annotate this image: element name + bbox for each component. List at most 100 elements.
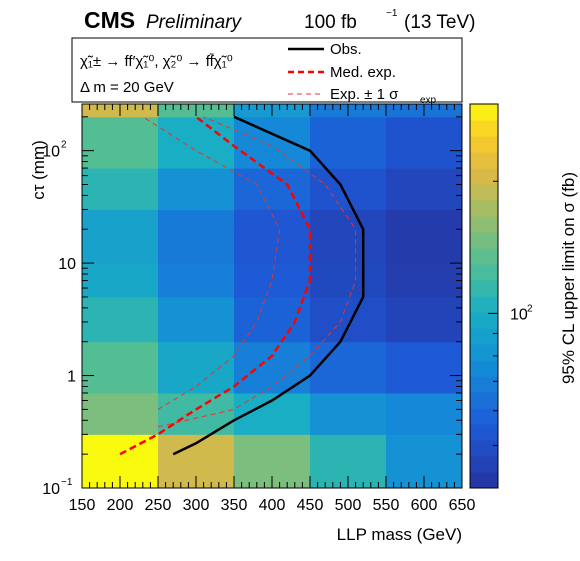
legend-band-subscript: exp <box>420 95 437 106</box>
experiment-label: CMS <box>84 7 135 33</box>
palette-step <box>470 200 498 217</box>
series-line <box>142 116 281 410</box>
heatmap-cell <box>158 209 235 230</box>
heatmap-cell <box>310 341 387 377</box>
heatmap-cell <box>82 263 159 282</box>
heatmap-cell <box>234 229 311 264</box>
palette-step <box>470 328 498 345</box>
heatmap-cell <box>234 263 311 282</box>
heatmap-cell <box>386 392 463 410</box>
y-tick-label: 10 <box>42 144 60 161</box>
series-line <box>119 115 312 456</box>
series-line <box>157 116 357 428</box>
y-tick-label: 10 <box>42 481 60 498</box>
heatmap-cell <box>158 150 235 169</box>
heatmap-cell <box>310 392 387 410</box>
heatmap-cell <box>386 168 463 186</box>
heatmap-cell <box>158 375 235 394</box>
heatmap-cell <box>158 263 235 282</box>
heatmap-cell <box>158 341 235 377</box>
heatmap-cell <box>82 280 159 298</box>
heatmap-cell <box>158 409 235 435</box>
heatmap-cell <box>310 209 387 230</box>
y-tick-label: 10 <box>58 256 76 273</box>
palette-step <box>470 280 498 297</box>
palette-tick-label: 10 <box>510 306 528 323</box>
palette-step <box>470 136 498 153</box>
heatmap-cell <box>82 321 159 343</box>
heatmap-cell <box>310 116 387 152</box>
palette-step <box>470 344 498 361</box>
heatmap-cell <box>158 321 235 343</box>
heatmap-cell <box>386 209 463 230</box>
palette-step <box>470 472 498 489</box>
heatmap-cell <box>82 296 159 323</box>
legend-process: χ̃₁± → ff′χ̃₁⁰, χ̃₂⁰ → ff̄χ̃₁⁰ <box>80 53 233 70</box>
heatmap-cell <box>82 229 159 264</box>
lumi-label: 100 fb <box>304 12 357 33</box>
heatmap-cell <box>158 184 235 210</box>
heatmap-cell <box>158 296 235 323</box>
y-axis-title: cτ (mm) <box>29 140 48 200</box>
lumi-exponent: −1 <box>386 8 398 19</box>
x-tick-label: 550 <box>373 497 400 514</box>
palette-step <box>470 440 498 457</box>
palette-step <box>470 376 498 393</box>
heatmap-cell <box>310 434 387 455</box>
heatmap-cell <box>310 409 387 435</box>
heatmap-cell <box>158 280 235 298</box>
heatmap-cell <box>234 434 311 455</box>
palette-step <box>470 216 498 233</box>
x-tick-label: 400 <box>259 497 286 514</box>
heatmap-cell <box>310 280 387 298</box>
legend-obs-label: Obs. <box>330 41 362 58</box>
x-tick-label: 450 <box>297 497 324 514</box>
palette-step <box>470 168 498 185</box>
heatmap-cell <box>386 409 463 435</box>
heatmap-cell <box>82 341 159 377</box>
heatmap-cell <box>82 409 159 435</box>
palette-step <box>470 152 498 169</box>
series-line <box>172 115 365 456</box>
y-tick-exponent: −1 <box>61 477 73 488</box>
heatmap-cell <box>310 150 387 169</box>
heatmap-cell <box>386 341 463 377</box>
heatmap-cell <box>310 296 387 323</box>
heatmap-cell <box>82 209 159 230</box>
heatmap-cell <box>158 116 235 152</box>
heatmap-cell <box>386 280 463 298</box>
heatmap-cell <box>386 434 463 455</box>
heatmap-cell <box>386 321 463 343</box>
heatmap-cell <box>386 150 463 169</box>
heatmap-cell <box>82 150 159 169</box>
heatmap-cell <box>310 168 387 186</box>
y-tick-exponent: 2 <box>61 140 67 151</box>
x-tick-label: 200 <box>107 497 134 514</box>
heatmap-cell <box>386 229 463 264</box>
palette-step <box>470 248 498 265</box>
legend-delta-m: Δ m = 20 GeV <box>80 79 174 96</box>
x-tick-label: 350 <box>221 497 248 514</box>
palette-step <box>470 456 498 473</box>
heatmap-cell <box>386 296 463 323</box>
heatmap-cell <box>234 280 311 298</box>
energy-label: (13 TeV) <box>404 12 475 33</box>
limit-curves <box>119 115 365 456</box>
heatmap-cell <box>386 263 463 282</box>
palette-step <box>470 232 498 249</box>
x-tick-label: 500 <box>335 497 362 514</box>
heatmap-cell <box>310 229 387 264</box>
heatmap-cell <box>386 184 463 210</box>
palette-tick-exponent: 2 <box>527 303 533 314</box>
legend-med-label: Med. exp. <box>330 64 396 81</box>
heatmap-cell <box>158 229 235 264</box>
color-palette: 10 2 <box>469 103 533 489</box>
heatmap-cell <box>82 116 159 152</box>
palette-frame <box>469 103 499 489</box>
palette-step <box>470 392 498 409</box>
heatmap-cell <box>234 209 311 230</box>
palette-step <box>470 184 498 201</box>
